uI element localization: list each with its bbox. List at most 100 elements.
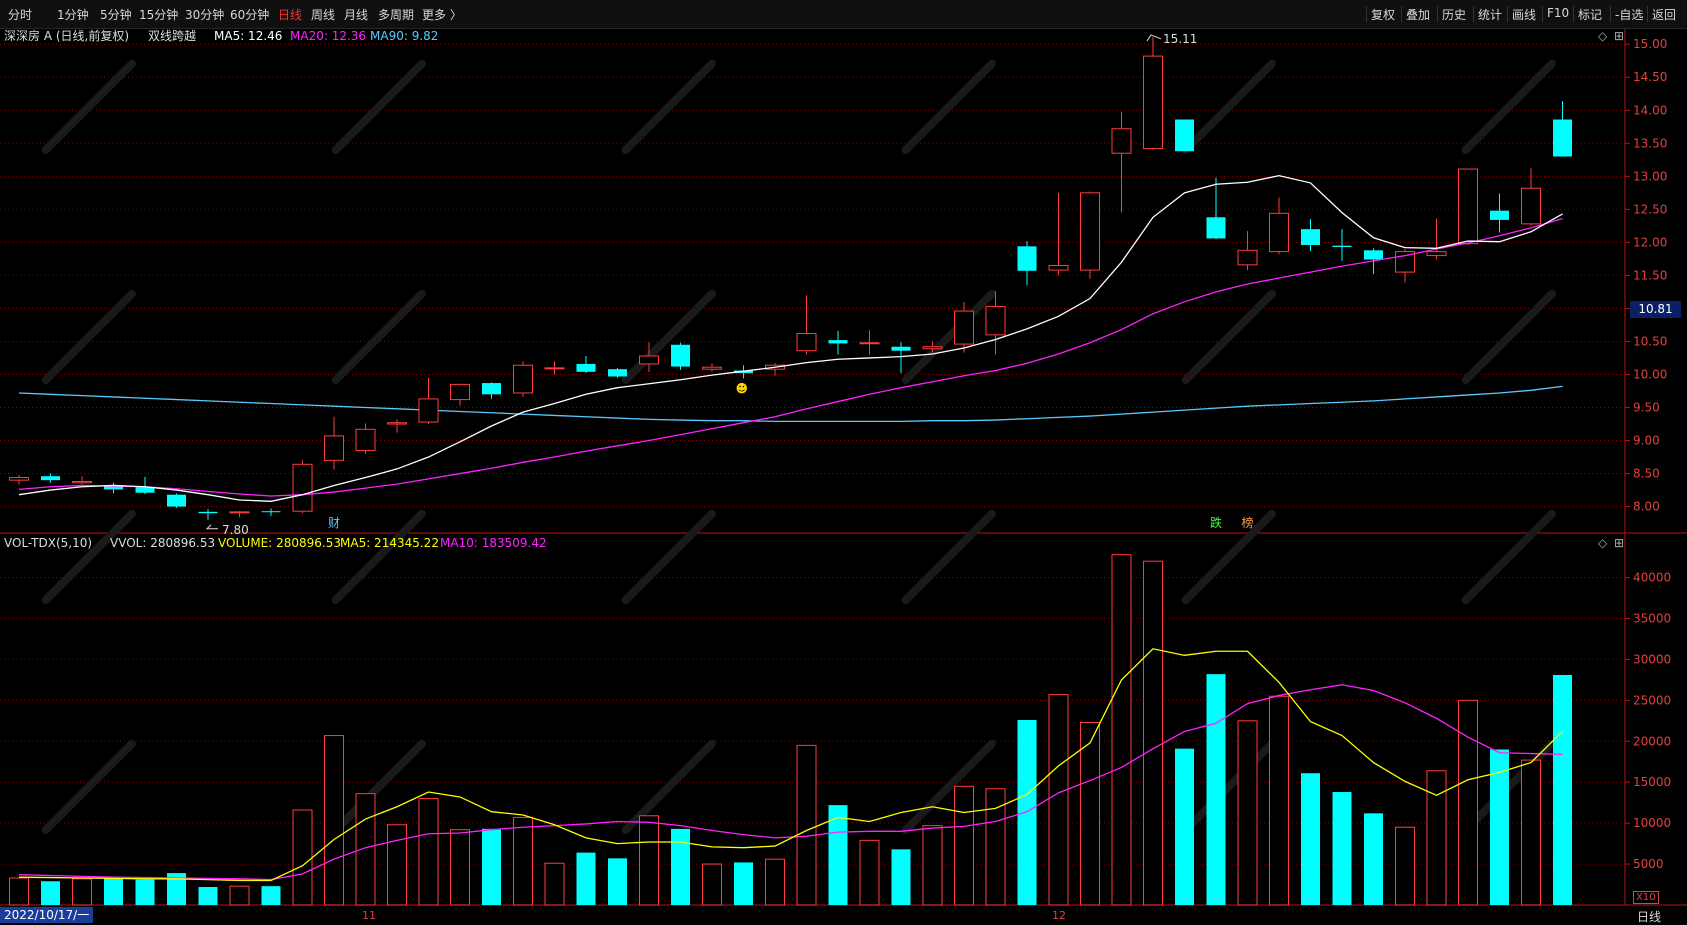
volume-bar	[9, 877, 29, 906]
candle-body	[608, 369, 627, 377]
price-tick-label: 9.50	[1633, 401, 1660, 415]
volume-bar	[828, 805, 848, 905]
price-tick-label: 15.00	[1633, 37, 1667, 51]
watermark	[1181, 289, 1276, 384]
candle-body	[1521, 187, 1541, 225]
price-tick-label: 10.50	[1633, 334, 1667, 348]
volume-bar	[1237, 720, 1258, 906]
candle-body	[292, 463, 313, 512]
toolbar-tab[interactable]: 更多 〉	[422, 8, 462, 22]
stock-chart: 15.00 14.50 14.00 13.50 13.00 12.50 12.00 11.50…	[0, 29, 1687, 906]
toolbar-tab[interactable]: 30分钟	[185, 8, 225, 22]
ranking-marker: 榜	[1242, 515, 1254, 530]
candle-body	[513, 364, 533, 394]
candle-body	[639, 355, 659, 365]
watermark	[331, 59, 426, 154]
toolbar-tab[interactable]: 分时	[8, 8, 33, 22]
volume-bar	[922, 825, 943, 906]
volume-bar	[765, 858, 785, 906]
expand-icon[interactable]: ⊞	[1614, 536, 1624, 550]
current-price-badge: 10.81	[1630, 301, 1681, 318]
diamond-icon[interactable]: ◇	[1598, 536, 1608, 550]
volume-bar	[1332, 792, 1352, 905]
candle-body	[891, 346, 911, 351]
toolbar-button[interactable]: 画线	[1512, 8, 1537, 22]
toolbar-button[interactable]: 标记	[1578, 8, 1603, 22]
chart-markers: 15.11 7.80 财 跌 榜 ☻	[205, 32, 1254, 537]
drop-marker: 跌	[1210, 515, 1222, 530]
toolbar-button[interactable]: 复权	[1371, 8, 1396, 22]
toolbar-button[interactable]: 历史	[1442, 8, 1467, 22]
low-arrow	[205, 524, 218, 530]
price-tick-label: 11.50	[1633, 268, 1667, 282]
period-label[interactable]: 日线	[1637, 910, 1662, 924]
toolbar-button[interactable]: -自选	[1615, 8, 1644, 22]
candle-body	[1458, 168, 1478, 245]
volume-bar	[1301, 773, 1320, 905]
toolbar-tab[interactable]: 60分钟	[230, 8, 270, 22]
candle-body	[1426, 251, 1447, 257]
toolbar-button[interactable]: F10	[1547, 6, 1570, 20]
stock-title: 深深房 A (日线,前复权)	[4, 29, 129, 43]
candle-body	[387, 422, 407, 425]
volume-bar	[1521, 759, 1541, 906]
volume-bar	[261, 886, 281, 905]
candle-body	[734, 370, 753, 374]
price-tick-label: 12.50	[1633, 202, 1667, 216]
volume-bar	[702, 863, 722, 906]
vol-ma10-value: MA10: 183509.42	[440, 536, 547, 550]
toolbar-separator	[1610, 6, 1611, 22]
volume-bar	[513, 816, 533, 906]
candle-body	[324, 435, 344, 461]
toolbar-tab[interactable]: 多周期	[378, 8, 415, 22]
toolbar-separator	[1473, 6, 1474, 22]
toolbar-button[interactable]: 返回	[1652, 8, 1677, 22]
volume-bar	[418, 798, 439, 906]
candle-body	[671, 344, 690, 367]
expand-icon[interactable]: ⊞	[1614, 29, 1624, 43]
toolbar-separator	[1507, 6, 1508, 22]
toolbar-tab[interactable]: 月线	[344, 8, 369, 22]
volume-bar	[1553, 674, 1572, 905]
price-axis: 15.00 14.50 14.00 13.50 13.00 12.50 12.00 11.50…	[1625, 37, 1671, 871]
vol-ma5-polyline	[18, 648, 1563, 882]
toolbar-tab[interactable]: 15分钟	[139, 8, 179, 22]
volume-bar	[450, 829, 470, 906]
indicator-name: 双线跨越	[148, 29, 196, 43]
candle-body	[576, 363, 596, 372]
candle-body	[1080, 192, 1100, 271]
toolbar-tab[interactable]: 周线	[311, 8, 336, 22]
watermark	[331, 289, 426, 384]
toolbar-tab[interactable]: 1分钟	[57, 8, 89, 22]
volume-bar	[292, 809, 313, 906]
candle-body	[482, 383, 501, 395]
candle-body	[954, 310, 974, 345]
volume-bar	[229, 885, 250, 906]
toolbar-tab[interactable]: 日线	[278, 8, 303, 22]
candle-body	[261, 511, 281, 513]
toolbar-separator	[1573, 6, 1574, 22]
ma20-value: MA20: 12.36	[290, 29, 366, 43]
toolbar-tab[interactable]: 5分钟	[100, 8, 132, 22]
volume-tick-label: 10000	[1633, 816, 1671, 830]
toolbar-button[interactable]: 叠加	[1406, 8, 1431, 22]
ma5-value: MA5: 12.46	[214, 29, 282, 43]
ma5-line	[18, 174, 1563, 502]
watermark	[1461, 59, 1556, 154]
toolbar-button[interactable]: 统计	[1478, 8, 1503, 22]
vol-indicator-name: VOL-TDX(5,10)	[4, 536, 92, 550]
volume-bar	[671, 828, 690, 905]
candlesticks	[9, 36, 1572, 520]
volume-bar	[1206, 674, 1226, 905]
watermark	[901, 289, 996, 384]
candle-body	[1143, 55, 1163, 150]
candle-body	[1364, 250, 1383, 260]
volume-tick-label: 25000	[1633, 693, 1671, 707]
candle-body	[859, 342, 880, 345]
diamond-icon[interactable]: ◇	[1598, 29, 1608, 43]
candle-body	[1206, 217, 1226, 239]
volume-bar	[355, 793, 376, 906]
volume-bar	[1458, 699, 1478, 906]
watermark	[621, 59, 716, 154]
finance-marker: 财	[328, 516, 340, 530]
